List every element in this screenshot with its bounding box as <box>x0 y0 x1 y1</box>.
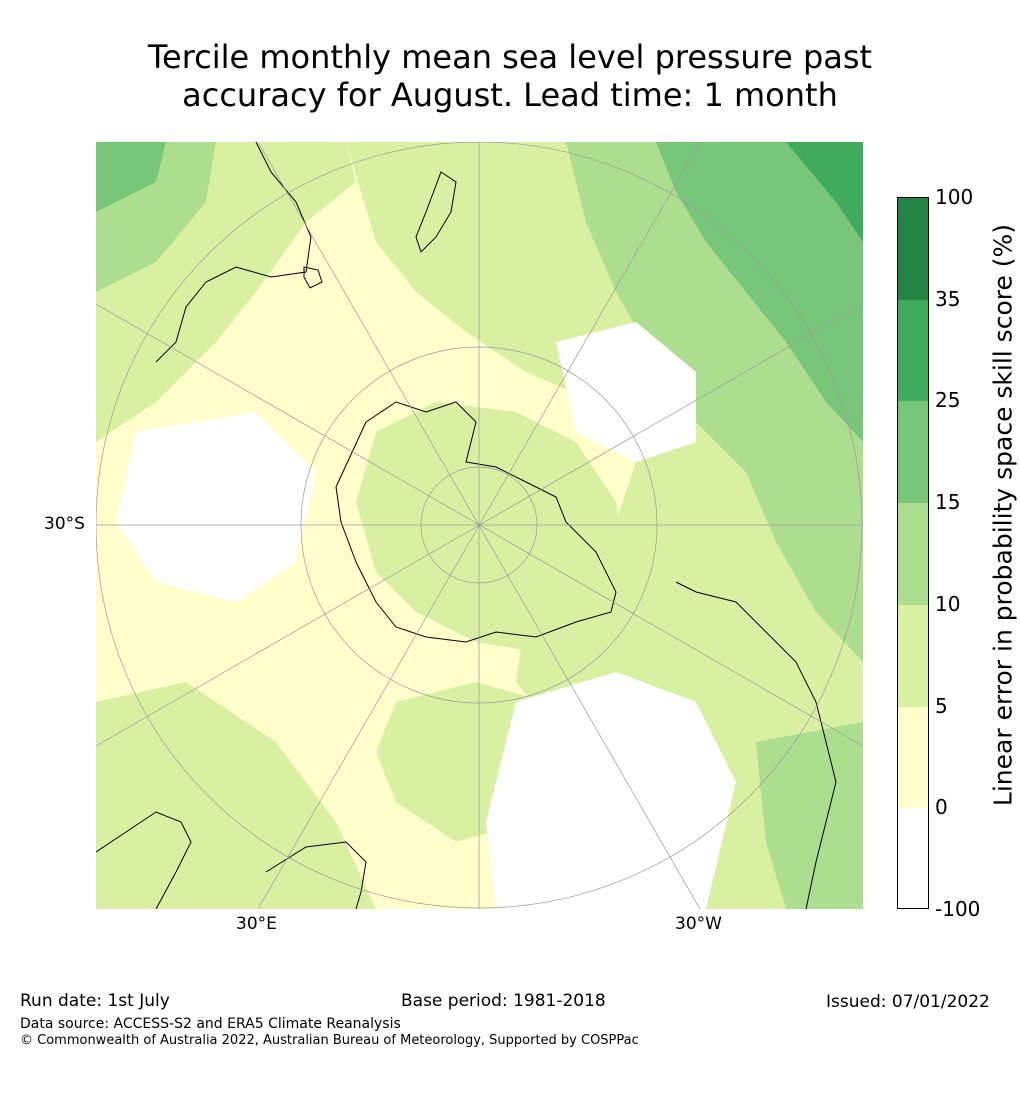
skill-region-5-10-antarctica <box>356 402 626 652</box>
colorbar-segment <box>898 808 928 908</box>
coastline-australia <box>96 811 192 909</box>
run-date: Run date: 1st July <box>20 991 170 1011</box>
copyright: © Commonwealth of Australia 2022, Austra… <box>20 1033 639 1048</box>
skill-region-10-15-se <box>756 722 863 909</box>
skill-region-negative-south <box>486 672 736 909</box>
colorbar-tick-label: 0 <box>935 795 948 820</box>
colorbar <box>897 197 929 909</box>
map-title: Tercile monthly mean sea level pressure … <box>0 38 1020 114</box>
skill-region-15-25-nw <box>96 142 166 212</box>
graticule <box>96 142 863 909</box>
map-canvas <box>96 142 863 909</box>
colorbar-segment <box>898 503 928 605</box>
coastline-madagascar <box>303 266 323 289</box>
skill-region-15-25 <box>656 142 863 442</box>
colorbar-segment <box>898 198 928 300</box>
meridian-60w <box>96 303 863 747</box>
colorbar-segment <box>898 401 928 504</box>
coastline-new-zealand <box>415 171 457 253</box>
skill-region-5-10-south <box>96 682 376 909</box>
colorbar-tick-label: 10 <box>935 591 961 616</box>
colorbar-segment <box>898 706 928 809</box>
skill-region-25-35 <box>786 142 863 242</box>
coastline-australia-south <box>265 841 367 909</box>
colorbar-segment <box>898 604 928 707</box>
base-period: Base period: 1981-2018 <box>401 991 606 1011</box>
polar-skill-map <box>96 142 863 909</box>
colorbar-label: Linear error in probability space skill … <box>988 223 1018 807</box>
colorbar-tick-label: 15 <box>935 490 961 515</box>
tick-label-30e: 30°E <box>236 914 277 934</box>
title-line-1: Tercile monthly mean sea level pressure … <box>147 38 873 76</box>
data-source: Data source: ACCESS-S2 and ERA5 Climate … <box>20 1016 401 1032</box>
colorbar-tick-label: -100 <box>935 897 981 921</box>
tick-label-30w: 30°W <box>675 914 722 934</box>
coastline-south-america <box>675 581 837 909</box>
colorbar-tick-label: 100 <box>935 185 974 209</box>
issued-date: Issued: 07/01/2022 <box>826 992 990 1012</box>
tick-label-30s: 30°S <box>44 514 85 534</box>
coastline-africa <box>155 142 312 363</box>
colorbar-tick-label: 5 <box>935 693 948 718</box>
skill-region-negative-east <box>556 322 696 462</box>
skill-region-negative-west <box>116 412 316 602</box>
colorbar-segment <box>898 299 928 402</box>
colorbar-tick-label: 35 <box>935 286 961 311</box>
colorbar-tick-label: 25 <box>935 388 961 413</box>
title-line-2: accuracy for August. Lead time: 1 month <box>182 76 838 114</box>
